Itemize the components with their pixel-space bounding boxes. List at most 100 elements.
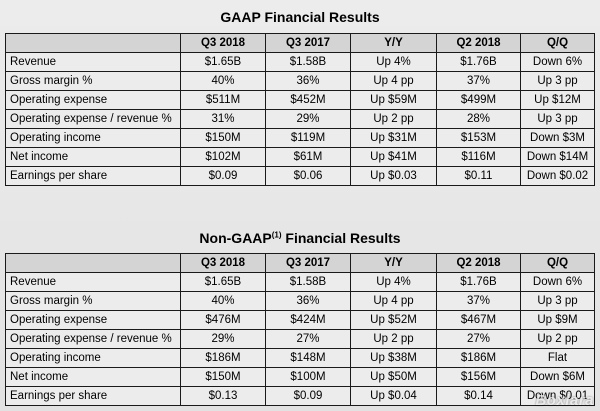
table-header-row: Q3 2018 Q3 2017 Y/Y Q2 2018 Q/Q	[5, 33, 595, 53]
table-cell: $499M	[436, 90, 521, 110]
table-cell: Up $59M	[350, 90, 437, 110]
table-cell: $1.76B	[436, 272, 521, 292]
table-cell: $148M	[265, 348, 351, 368]
table-cell: $424M	[265, 310, 351, 330]
table-cell: $0.09	[180, 166, 266, 186]
table-cell: 31%	[180, 109, 266, 129]
table-cell: $0.06	[265, 166, 351, 186]
table-cell: 36%	[265, 71, 351, 91]
header-cell: Y/Y	[350, 253, 437, 273]
table-cell: 36%	[265, 291, 351, 311]
row-label: Net income	[5, 147, 181, 167]
table-row: Net income $150M $100M Up $50M $156M Down $6M	[5, 367, 595, 387]
table-header-row: Q3 2018 Q3 2017 Y/Y Q2 2018 Q/Q	[5, 253, 595, 273]
header-cell-label	[5, 33, 181, 53]
table-cell: $0.13	[180, 386, 266, 406]
table-cell: $476M	[180, 310, 266, 330]
non-gaap-results-table: Q3 2018 Q3 2017 Y/Y Q2 2018 Q/Q Revenue $1.65…	[5, 253, 595, 406]
table-cell: $186M	[436, 348, 521, 368]
row-label: Gross margin %	[5, 71, 181, 91]
table-cell: Down 6%	[520, 52, 595, 72]
header-cell: Q2 2018	[436, 33, 521, 53]
table-cell: Down $14M	[520, 147, 595, 167]
header-cell: Q3 2018	[180, 253, 266, 273]
table-cell: Up 3 pp	[520, 109, 595, 129]
row-label: Revenue	[5, 52, 181, 72]
header-cell: Q/Q	[520, 253, 595, 273]
table-cell: $1.58B	[265, 272, 351, 292]
table-cell: $119M	[265, 128, 351, 148]
table-row: Revenue $1.65B $1.58B Up 4% $1.76B Down 6%	[5, 52, 595, 72]
table-cell: Up 3 pp	[520, 291, 595, 311]
table-cell: 27%	[265, 329, 351, 349]
row-label: Operating expense	[5, 90, 181, 110]
table-cell: $467M	[436, 310, 521, 330]
row-label: Operating income	[5, 348, 181, 368]
table-row: Operating income $150M $119M Up $31M $153M Do…	[5, 128, 595, 148]
table-cell: $452M	[265, 90, 351, 110]
table-cell: 28%	[436, 109, 521, 129]
table-cell: Up $31M	[350, 128, 437, 148]
table-cell: Up 4%	[350, 272, 437, 292]
table-cell: $153M	[436, 128, 521, 148]
row-label: Operating income	[5, 128, 181, 148]
table-cell: Up 2 pp	[520, 329, 595, 349]
table-cell: Up $9M	[520, 310, 595, 330]
table-cell: $1.58B	[265, 52, 351, 72]
table-cell: $150M	[180, 128, 266, 148]
table-cell: Up $52M	[350, 310, 437, 330]
row-label: Revenue	[5, 272, 181, 292]
table-row: Gross margin % 40% 36% Up 4 pp 37% Up 3 pp	[5, 71, 595, 91]
table-cell: 37%	[436, 291, 521, 311]
table-cell: Down $3M	[520, 128, 595, 148]
table-cell: $1.65B	[180, 52, 266, 72]
table-cell: Up 2 pp	[350, 109, 437, 129]
non-gaap-title-suffix: Financial Results	[281, 230, 401, 246]
table-cell: Up $50M	[350, 367, 437, 387]
table-cell: Up $0.04	[350, 386, 437, 406]
table-cell: Up $41M	[350, 147, 437, 167]
table-cell: 40%	[180, 291, 266, 311]
header-cell: Y/Y	[350, 33, 437, 53]
row-label: Earnings per share	[5, 166, 181, 186]
table-cell: Up $12M	[520, 90, 595, 110]
table-row: Operating expense $511M $452M Up $59M $499M U…	[5, 90, 595, 110]
table-cell: Up 3 pp	[520, 71, 595, 91]
row-label: Operating expense	[5, 310, 181, 330]
table-cell: Down 6%	[520, 272, 595, 292]
table-cell: $186M	[180, 348, 266, 368]
table-cell: Down $0.02	[520, 166, 595, 186]
row-label: Net income	[5, 367, 181, 387]
table-cell: $1.76B	[436, 52, 521, 72]
table-cell: $100M	[265, 367, 351, 387]
table-cell: $102M	[180, 147, 266, 167]
table-cell: $156M	[436, 367, 521, 387]
table-cell: Flat	[520, 348, 595, 368]
header-cell: Q3 2017	[265, 253, 351, 273]
gaap-results-table: Q3 2018 Q3 2017 Y/Y Q2 2018 Q/Q Revenue $1.65…	[5, 33, 595, 186]
table-cell: Down $0.01	[520, 386, 595, 406]
header-cell: Q3 2018	[180, 33, 266, 53]
table-cell: $0.14	[436, 386, 521, 406]
table-cell: Up $38M	[350, 348, 437, 368]
table-row: Operating expense / revenue % 29% 27% Up 2 …	[5, 329, 595, 349]
table-cell: 29%	[265, 109, 351, 129]
table-row: Operating expense $476M $424M Up $52M $467M U…	[5, 310, 595, 330]
table-row: Operating income $186M $148M Up $38M $186M Fl…	[5, 348, 595, 368]
table-cell: 27%	[436, 329, 521, 349]
table-cell: Up $0.03	[350, 166, 437, 186]
table-cell: 29%	[180, 329, 266, 349]
table-row: Net income $102M $61M Up $41M $116M Down $14M	[5, 147, 595, 167]
table-row: Operating expense / revenue % 31% 29% Up 2 …	[5, 109, 595, 129]
table-row: Revenue $1.65B $1.58B Up 4% $1.76B Down 6%	[5, 272, 595, 292]
header-cell: Q/Q	[520, 33, 595, 53]
row-label: Operating expense / revenue %	[5, 329, 181, 349]
table-cell: $150M	[180, 367, 266, 387]
table-cell: $0.11	[436, 166, 521, 186]
gaap-table-title: GAAP Financial Results	[220, 9, 380, 25]
table-row: Earnings per share $0.09 $0.06 Up $0.03 $0.1…	[5, 166, 595, 186]
header-cell-label	[5, 253, 181, 273]
table-cell: $61M	[265, 147, 351, 167]
row-label: Operating expense / revenue %	[5, 109, 181, 129]
